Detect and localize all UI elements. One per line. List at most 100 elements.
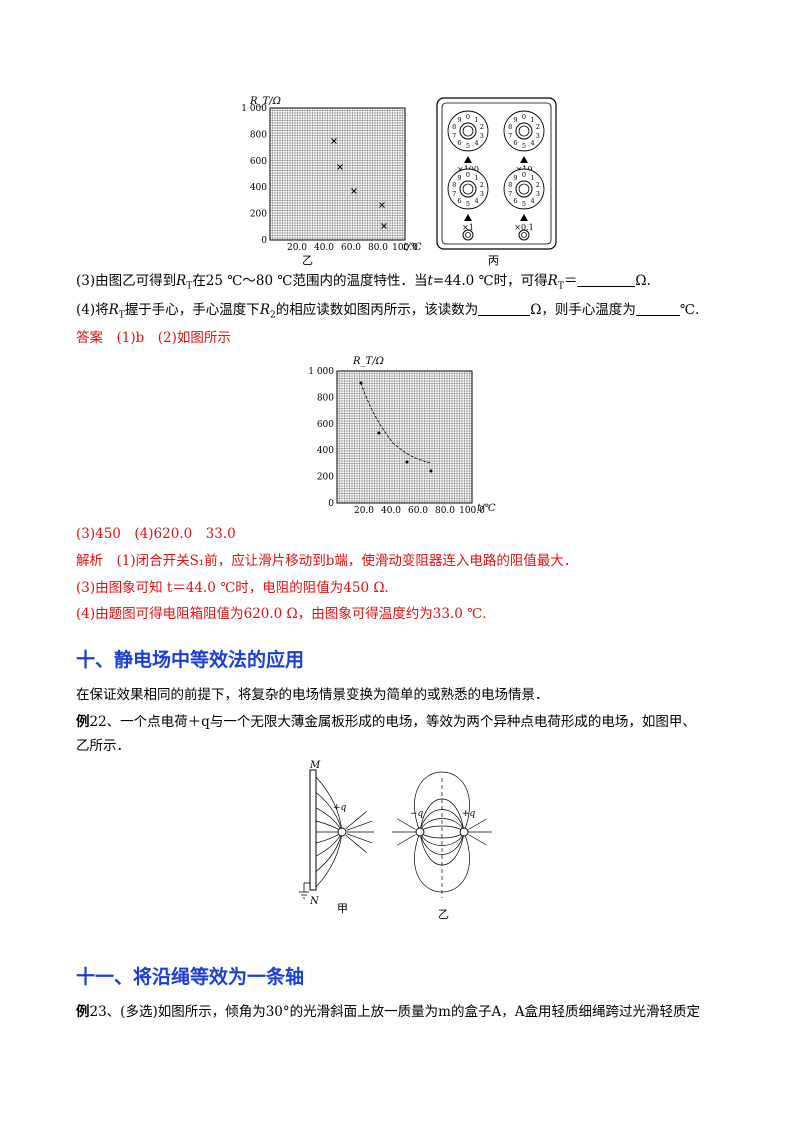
dial-digit: 9 <box>513 116 517 124</box>
dial-digit: 5 <box>522 142 526 150</box>
box-caption: 丙 <box>488 254 499 267</box>
analysis-line-1: 解析 (1)闭合开关S₁前，应让滑片移动到b端，使滑动变阻器连入电路的阻值最大． <box>76 551 577 571</box>
field-line <box>315 831 343 888</box>
answer-line: 答案 (1)b (2)如图所示 <box>76 328 231 348</box>
analysis-line-2: (3)由图象可知 t＝44.0 ℃时，电阻的阻值为450 Ω. <box>76 580 389 596</box>
field-line <box>419 798 465 833</box>
q3-part-e: Ω. <box>635 273 651 289</box>
answer-label: 答案 <box>76 330 103 346</box>
q4-part-c: 的相应读数如图丙所示，该读数为 <box>275 302 479 318</box>
chart-yi-ytick: 400 <box>250 183 267 193</box>
dial-digit: 2 <box>536 123 540 131</box>
answer-data-point <box>405 460 409 464</box>
analysis-line-3: (4)由题图可得电阻箱阻值为620.0 Ω，由图象可得温度约为33.0 ℃. <box>76 606 487 622</box>
field-line <box>315 831 343 872</box>
answer-line-2: (3)450 (4)620.0 33.0 <box>76 526 236 542</box>
chart-yi-ytick: 0 <box>261 236 267 246</box>
q3-part-c: =44.0 ℃时，可得 <box>432 273 548 289</box>
q4-blank-2[interactable] <box>635 301 680 316</box>
dial-digit: 1 <box>474 174 478 182</box>
dial-digit: 5 <box>466 142 470 150</box>
plate-field-figure: M N +q 甲 <box>299 760 374 915</box>
chart-yi: R_T/Ω 1 000 800 600 400 200 0 20.0 40.0 60.0 80.… <box>241 96 422 267</box>
example-23: 例23、(多选)如图所示，倾角为30°的光滑斜面上放一质量为m的盒子A，A盒用轻… <box>76 1002 700 1022</box>
dial-digit: 4 <box>474 139 478 147</box>
dial-digit: 8 <box>452 123 456 131</box>
chart-answer-ytick: 400 <box>317 446 334 456</box>
section-11-heading: 十一、将沿绳等效为一条轴 <box>76 966 305 988</box>
dial-digit: 8 <box>508 181 512 189</box>
analysis-text-1: (1)闭合开关S₁前，应让滑片移动到b端，使滑动变阻器连入电路的阻值最大． <box>116 553 578 569</box>
dial-digit: 3 <box>480 190 484 198</box>
dial-digit: 6 <box>457 139 461 147</box>
dial-digit: 6 <box>457 197 461 205</box>
data-point-mark <box>381 223 387 229</box>
chart-answer-xtick: 60.0 <box>408 506 428 516</box>
field-line <box>315 776 343 833</box>
field-line <box>419 818 465 833</box>
dial-digit: 1 <box>530 116 534 124</box>
q4-blank-1[interactable] <box>478 301 531 316</box>
answer-data-point <box>377 431 381 435</box>
field-line <box>419 831 465 866</box>
dial-digit: 9 <box>513 174 517 182</box>
caption-jia: 甲 <box>337 902 348 915</box>
dial-digit: 3 <box>480 132 484 140</box>
analysis-label: 解析 <box>76 553 103 569</box>
field-line <box>414 831 470 893</box>
dial-digit: 3 <box>536 190 540 198</box>
dial-digit: 4 <box>474 197 478 205</box>
dial-digit: 7 <box>452 190 456 198</box>
q4-part-a: (4)将 <box>76 302 109 318</box>
chart-yi-ytick: 800 <box>250 130 267 140</box>
dial-multiplier: ×0.1 <box>514 223 533 232</box>
example-22: 例22、一个点电荷＋q与一个无限大薄金属板形成的电场，等效为两个异种点电荷形成的… <box>76 712 696 732</box>
chart-answer: R_T/Ω 1 000 800 600 400 200 0 20.0 40.0 60.0 80.… <box>308 356 496 516</box>
field-line <box>345 834 367 853</box>
dial-digit: 3 <box>536 132 540 140</box>
charge-neg-label: −q <box>410 809 424 819</box>
chart-yi-xtick: 20.0 <box>287 243 307 253</box>
field-line <box>345 811 367 830</box>
q3-part-a: (3)由图乙可得到 <box>76 273 177 289</box>
q4-part-e: ℃. <box>679 302 700 318</box>
chart-answer-xunit: t/℃ <box>477 503 496 514</box>
dial-digit: 7 <box>508 190 512 198</box>
example-23-label: 例 <box>76 1004 90 1020</box>
example-22-cont: 乙所示． <box>76 738 130 754</box>
chart-yi-ytick: 1 000 <box>241 104 267 114</box>
chart-yi-xunit: t/℃ <box>403 242 422 253</box>
field-line <box>414 771 470 833</box>
data-point-mark <box>337 164 343 170</box>
chart-answer-xtick: 80.0 <box>435 506 455 516</box>
answer-text: (1)b (2)如图所示 <box>116 330 231 346</box>
chart-yi-ylabel: R_T/Ω <box>249 96 281 107</box>
chart-yi-xtick: 100.0 <box>392 243 418 253</box>
field-line <box>419 831 465 846</box>
field-line <box>346 833 373 844</box>
dial-digit: 0 <box>522 113 526 121</box>
field-line <box>397 834 416 846</box>
dial-digit: 1 <box>530 174 534 182</box>
q3-part-d: ＝ <box>563 273 578 289</box>
dial-digit: 9 <box>457 116 461 124</box>
dial-digit: 6 <box>513 197 517 205</box>
chart-answer-xtick: 40.0 <box>381 506 401 516</box>
fitted-curve <box>360 382 432 464</box>
q4-part-b: 握于手心，手心温度下 <box>124 302 260 318</box>
dipole-field-figure: −q +q 乙 <box>392 771 492 921</box>
resistance-box-bing: 0123456789×1000123456789×100123456789×10… <box>436 97 557 267</box>
dial-pointer <box>464 214 472 221</box>
q3-blank[interactable] <box>577 272 636 287</box>
dial-pointer <box>520 214 528 221</box>
field-line <box>468 818 487 830</box>
chart-answer-ytick: 200 <box>317 473 334 483</box>
dial-digit: 8 <box>508 123 512 131</box>
charge-pos2-label: +q <box>462 809 476 819</box>
data-point-mark <box>351 188 357 194</box>
chart-answer-xtick: 100.0 <box>459 506 485 516</box>
